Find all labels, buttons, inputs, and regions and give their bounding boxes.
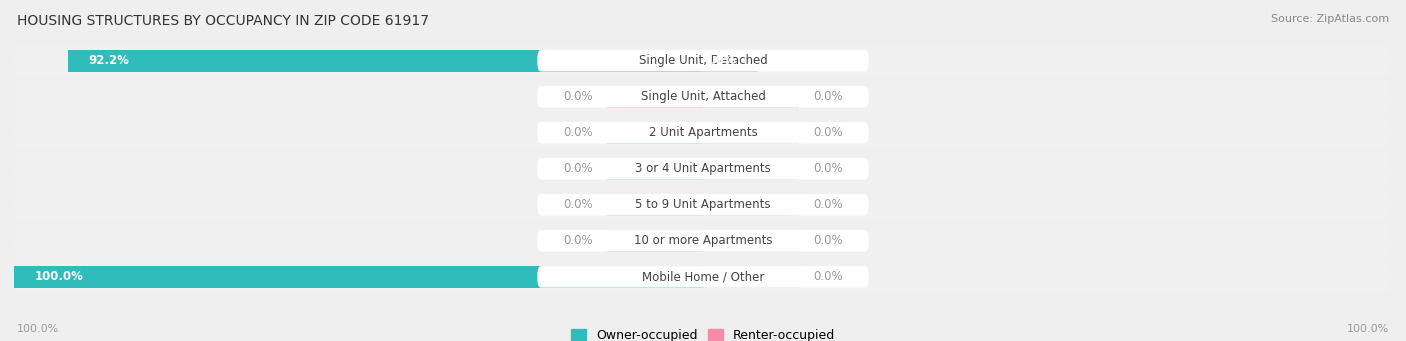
Text: 2 Unit Apartments: 2 Unit Apartments	[648, 126, 758, 139]
Bar	[703, 122, 800, 144]
Text: 5 to 9 Unit Apartments: 5 to 9 Unit Apartments	[636, 198, 770, 211]
Bar	[606, 194, 703, 216]
FancyBboxPatch shape	[537, 158, 869, 180]
Text: 7.8%: 7.8%	[703, 54, 737, 67]
Text: Single Unit, Detached: Single Unit, Detached	[638, 54, 768, 67]
Text: 0.0%: 0.0%	[813, 270, 842, 283]
Bar	[606, 122, 703, 144]
FancyBboxPatch shape	[14, 79, 1392, 114]
Text: 0.0%: 0.0%	[813, 126, 842, 139]
FancyBboxPatch shape	[14, 43, 1392, 78]
Text: Mobile Home / Other: Mobile Home / Other	[641, 270, 765, 283]
Text: 0.0%: 0.0%	[813, 198, 842, 211]
FancyBboxPatch shape	[537, 122, 869, 144]
FancyBboxPatch shape	[14, 151, 1392, 186]
Text: 3 or 4 Unit Apartments: 3 or 4 Unit Apartments	[636, 162, 770, 175]
FancyBboxPatch shape	[14, 187, 1392, 222]
Bar	[606, 230, 703, 252]
Text: 0.0%: 0.0%	[564, 162, 593, 175]
Text: 0.0%: 0.0%	[564, 90, 593, 103]
FancyBboxPatch shape	[14, 115, 1392, 150]
Legend: Owner-occupied, Renter-occupied: Owner-occupied, Renter-occupied	[567, 324, 839, 341]
FancyBboxPatch shape	[537, 194, 869, 216]
Text: 0.0%: 0.0%	[564, 234, 593, 247]
Bar	[703, 158, 800, 180]
Text: 10 or more Apartments: 10 or more Apartments	[634, 234, 772, 247]
Text: 92.2%: 92.2%	[89, 54, 129, 67]
FancyBboxPatch shape	[537, 50, 869, 72]
FancyBboxPatch shape	[14, 223, 1392, 258]
Bar	[703, 86, 800, 108]
Text: Single Unit, Attached: Single Unit, Attached	[641, 90, 765, 103]
FancyBboxPatch shape	[537, 86, 869, 107]
Bar	[606, 158, 703, 180]
Bar	[703, 194, 800, 216]
Bar	[606, 86, 703, 108]
Text: 0.0%: 0.0%	[564, 198, 593, 211]
Text: HOUSING STRUCTURES BY OCCUPANCY IN ZIP CODE 61917: HOUSING STRUCTURES BY OCCUPANCY IN ZIP C…	[17, 14, 429, 28]
Bar	[703, 266, 800, 288]
Text: Source: ZipAtlas.com: Source: ZipAtlas.com	[1271, 14, 1389, 24]
Text: 0.0%: 0.0%	[813, 162, 842, 175]
Text: 0.0%: 0.0%	[813, 90, 842, 103]
Text: 0.0%: 0.0%	[564, 126, 593, 139]
FancyBboxPatch shape	[14, 260, 1392, 294]
Bar	[703, 230, 800, 252]
Bar	[14, 266, 703, 288]
Text: 100.0%: 100.0%	[35, 270, 83, 283]
Bar	[67, 49, 703, 72]
Text: 100.0%: 100.0%	[17, 324, 59, 334]
FancyBboxPatch shape	[537, 230, 869, 252]
Bar	[703, 49, 756, 72]
Text: 0.0%: 0.0%	[813, 234, 842, 247]
FancyBboxPatch shape	[537, 266, 869, 288]
Text: 100.0%: 100.0%	[1347, 324, 1389, 334]
